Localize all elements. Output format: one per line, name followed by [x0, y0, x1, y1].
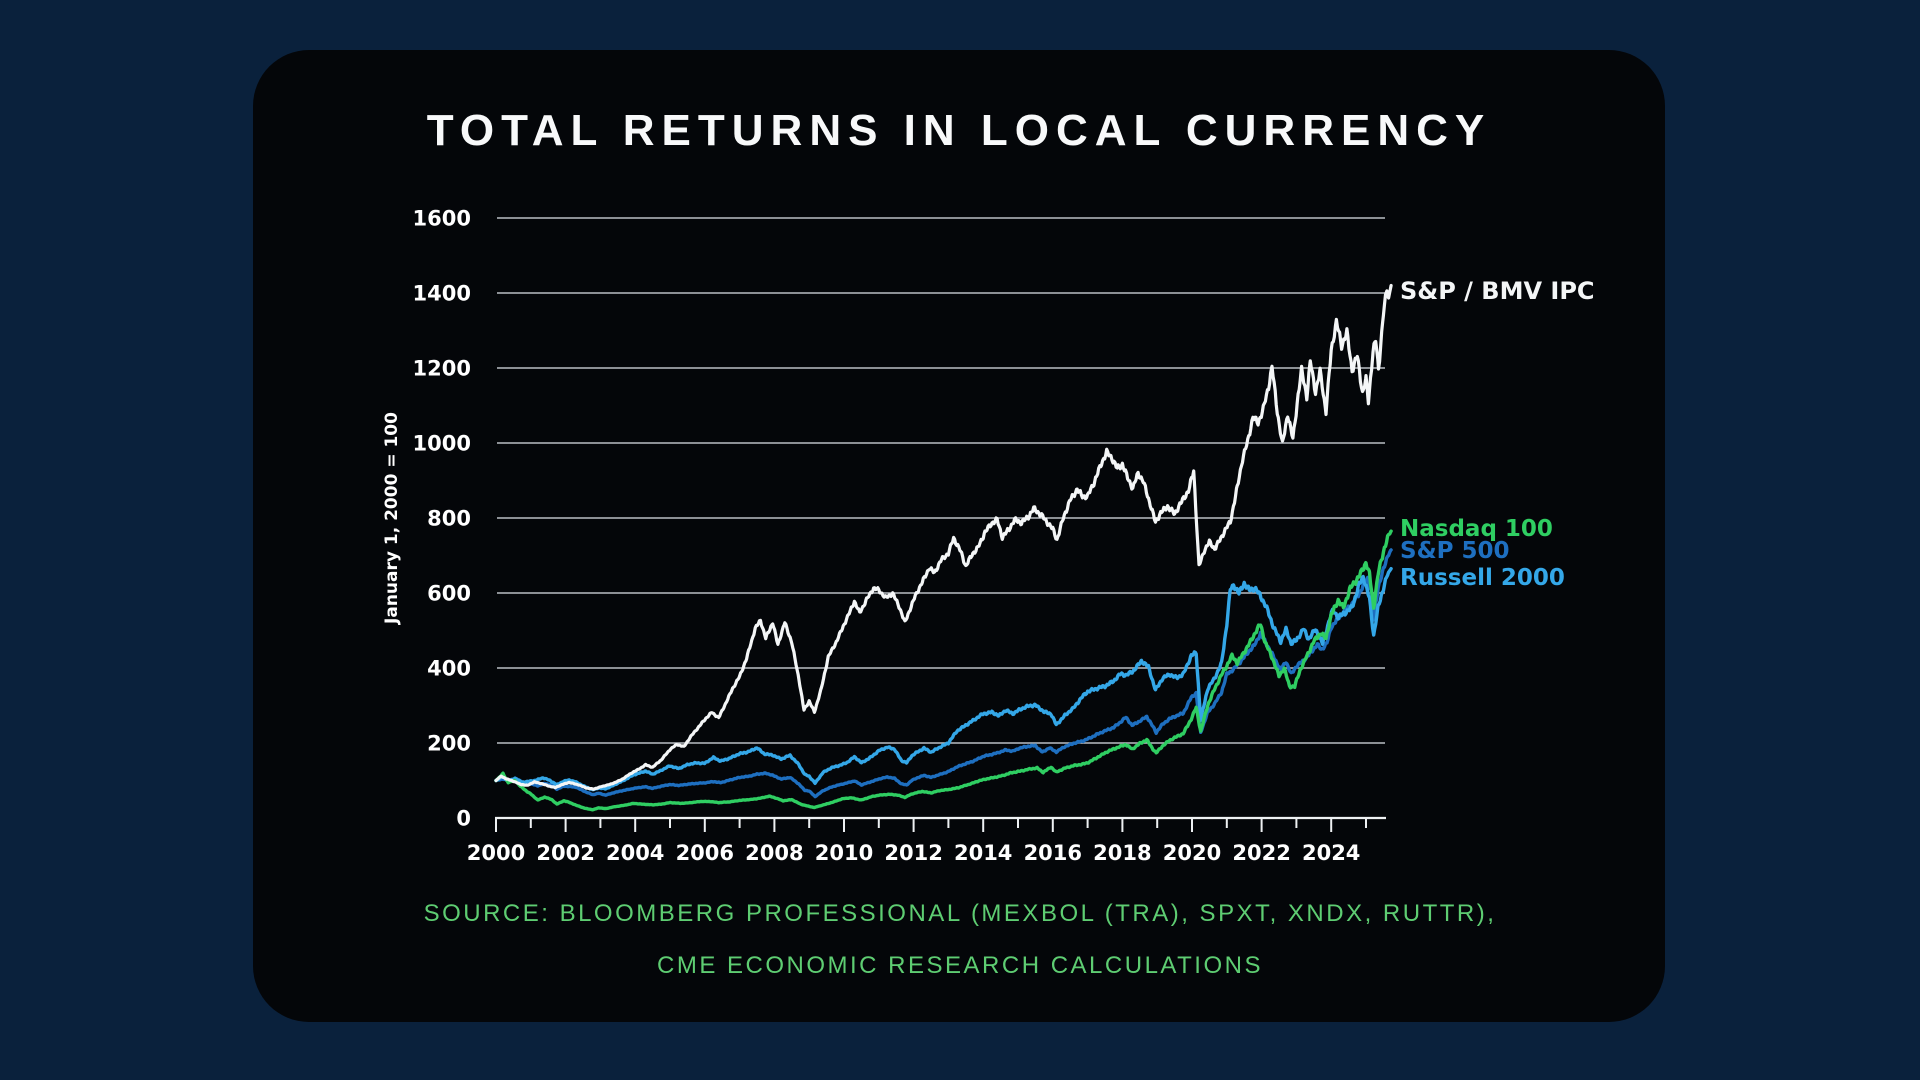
x-tick-label-2020: 2020	[1163, 841, 1221, 865]
series-label-russell-2000: Russell 2000	[1400, 565, 1565, 591]
x-tick-label-2008: 2008	[745, 841, 803, 865]
source-text-line-2: CME ECONOMIC RESEARCH CALCULATIONS	[657, 952, 1263, 979]
series-label-nasdaq-100: Nasdaq 100	[1400, 516, 1553, 542]
y-tick-label-1200: 1200	[413, 357, 471, 381]
y-tick-label-0: 0	[456, 807, 471, 831]
series-line-s-p-bmv-ipc	[494, 283, 1393, 791]
x-tick-label-2016: 2016	[1024, 841, 1082, 865]
chart-card	[253, 50, 1665, 1022]
x-tick-label-2022: 2022	[1232, 841, 1290, 865]
x-tick-label-2004: 2004	[606, 841, 664, 865]
x-tick-label-2018: 2018	[1093, 841, 1151, 865]
x-tick-label-2006: 2006	[676, 841, 734, 865]
y-tick-label-800: 800	[427, 507, 471, 531]
x-tick-label-2000: 2000	[467, 841, 525, 865]
y-tick-label-200: 200	[427, 732, 471, 756]
series-line-russell-2000	[494, 566, 1393, 792]
x-tick-label-2014: 2014	[954, 841, 1012, 865]
x-tick-label-2002: 2002	[536, 841, 594, 865]
y-tick-label-1600: 1600	[413, 207, 471, 231]
chart-title: TOTAL RETURNS IN LOCAL CURRENCY	[426, 106, 1492, 155]
series-label-s-p-500: S&P 500	[1400, 538, 1510, 564]
y-tick-label-1000: 1000	[413, 432, 471, 456]
x-tick-label-2012: 2012	[884, 841, 942, 865]
series-line-nasdaq-100	[494, 529, 1393, 812]
series-label-s-p-bmv-ipc: S&P / BMV IPC	[1400, 277, 1595, 305]
y-tick-label-600: 600	[427, 582, 471, 606]
source-text-line-1: SOURCE: BLOOMBERG PROFESSIONAL (MEXBOL (…	[423, 900, 1497, 927]
series-line-s-p-500	[494, 548, 1393, 799]
y-tick-label-400: 400	[427, 657, 471, 681]
x-tick-label-2024: 2024	[1302, 841, 1360, 865]
y-tick-label-1400: 1400	[413, 282, 471, 306]
x-tick-label-2010: 2010	[815, 841, 873, 865]
